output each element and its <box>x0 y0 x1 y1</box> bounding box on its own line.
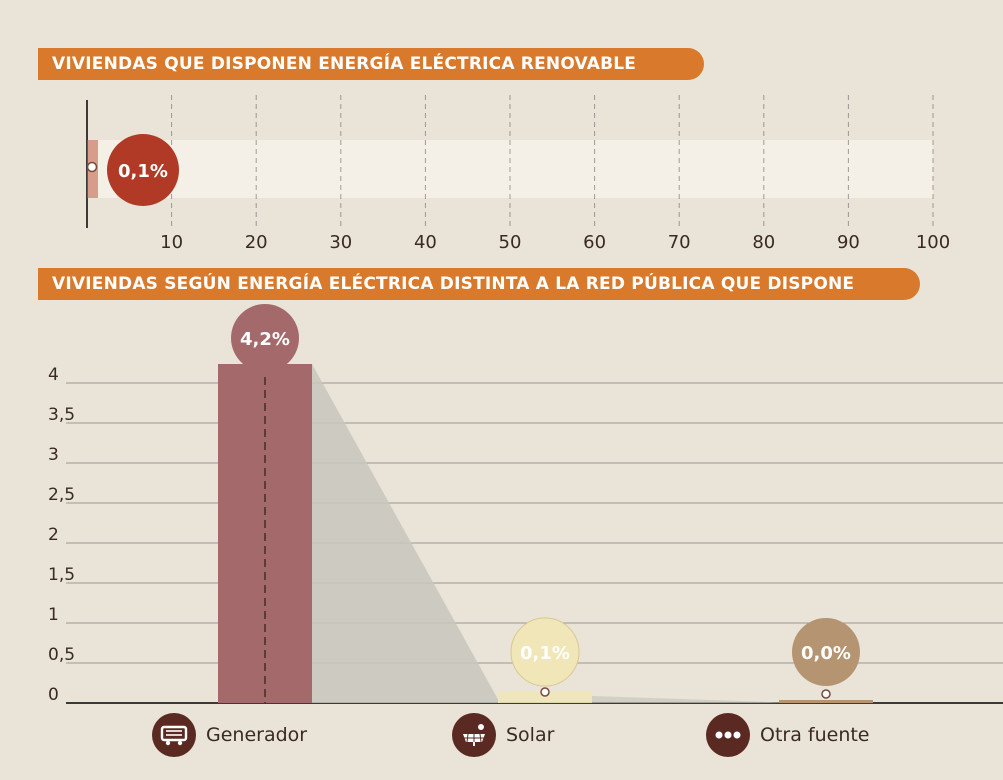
data-label-solar: 0,1% <box>520 643 570 664</box>
legend-label-otra-fuente: Otra fuente <box>760 724 870 746</box>
legend-label-generador: Generador <box>206 724 308 746</box>
bubble-generador <box>231 304 299 372</box>
bar-marker-otra-fuente <box>821 689 831 699</box>
legend-item-generador: Generador <box>152 712 307 758</box>
renewable-marker <box>86 161 98 173</box>
renewable-chart-title: VIVIENDAS QUE DISPONEN ENERGÍA ELÉCTRICA… <box>38 48 704 80</box>
bubble-otra-fuente <box>792 618 860 686</box>
renewable-x-tick-label: 80 <box>752 232 775 253</box>
bars-y-tick-label: 1,5 <box>48 565 75 585</box>
non-public-energy-chart-title: VIVIENDAS SEGÚN ENERGÍA ELÉCTRICA DISTIN… <box>38 268 920 300</box>
bars-y-tick-label: 1 <box>48 605 59 625</box>
legend-label-solar: Solar <box>506 724 555 746</box>
generator-icon <box>152 713 196 757</box>
bars-y-tick-label: 0 <box>48 685 59 705</box>
renewable-x-tick-label: 70 <box>668 232 691 253</box>
bars-y-tick-label: 3 <box>48 445 59 465</box>
data-label-generador: 4,2% <box>240 329 290 350</box>
bars-y-tick-label: 3,5 <box>48 405 75 425</box>
solar-shadow <box>592 696 800 703</box>
bars-y-tick-label: 0,5 <box>48 645 75 665</box>
more-dots-icon <box>706 713 750 757</box>
bar-otra-fuente <box>779 700 873 703</box>
bar-solar <box>498 692 592 703</box>
bubble-solar <box>510 617 580 687</box>
legend-item-otra-fuente: Otra fuente <box>706 712 870 758</box>
renewable-data-bubble <box>107 134 179 206</box>
renewable-x-tick-label: 50 <box>499 232 522 253</box>
bars-y-tick-label: 4 <box>48 365 59 385</box>
renewable-x-tick-label: 60 <box>583 232 606 253</box>
bar-marker-solar <box>540 687 550 697</box>
bars-y-tick-label: 2 <box>48 525 59 545</box>
renewable-data-label: 0,1% <box>118 161 168 182</box>
renewable-x-tick-label: 10 <box>160 232 183 253</box>
renewable-x-tick-label: 100 <box>916 232 950 253</box>
renewable-x-tick-label: 90 <box>837 232 860 253</box>
renewable-x-tick-label: 20 <box>245 232 268 253</box>
renewable-x-tick-label: 30 <box>329 232 352 253</box>
solar-panel-icon <box>452 713 496 757</box>
renewable-x-tick-label: 40 <box>414 232 437 253</box>
legend-item-solar: Solar <box>452 712 554 758</box>
generador-shadow <box>312 364 500 703</box>
bars-y-tick-label: 2,5 <box>48 485 75 505</box>
data-label-otra-fuente: 0,0% <box>801 643 851 664</box>
